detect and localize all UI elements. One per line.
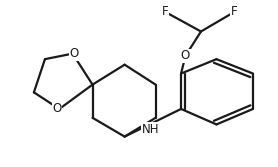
Text: O: O xyxy=(69,47,78,60)
Text: NH: NH xyxy=(142,123,159,136)
Text: F: F xyxy=(162,5,169,18)
Text: O: O xyxy=(181,49,190,62)
Text: O: O xyxy=(53,102,62,115)
Text: F: F xyxy=(231,5,237,18)
